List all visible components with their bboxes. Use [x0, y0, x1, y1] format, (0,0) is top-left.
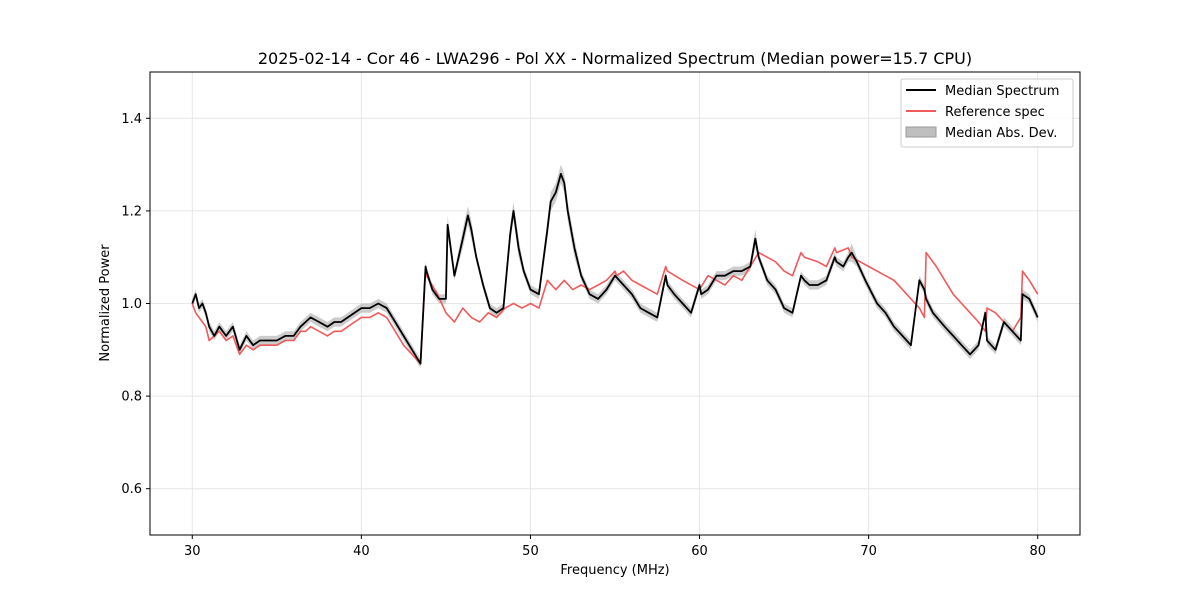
x-tick-label: 30 — [184, 544, 201, 559]
legend-mad-label: Median Abs. Dev. — [945, 126, 1057, 141]
x-axis-label: Frequency (MHz) — [560, 563, 669, 578]
x-axis-ticks: 30 40 50 60 70 80 — [184, 535, 1046, 559]
x-tick-label: 70 — [860, 544, 877, 559]
legend-reference-label: Reference spec — [945, 105, 1045, 120]
chart-title: 2025-02-14 - Cor 46 - LWA296 - Pol XX - … — [258, 49, 972, 68]
legend-median-label: Median Spectrum — [945, 84, 1059, 99]
series-lines — [191, 172, 1039, 365]
x-tick-label: 50 — [522, 544, 539, 559]
x-tick-label: 80 — [1029, 544, 1046, 559]
y-tick-label: 1.0 — [121, 297, 142, 312]
y-axis-ticks: 0.6 0.8 1.0 1.2 1.4 — [121, 112, 150, 497]
y-tick-label: 0.6 — [121, 482, 142, 497]
y-tick-label: 1.2 — [121, 204, 142, 219]
reference-spec-line — [191, 247, 1039, 365]
y-axis-label: Normalized Power — [98, 244, 113, 362]
median-spectrum-line — [191, 172, 1039, 365]
legend: Median Spectrum Reference spec Median Ab… — [900, 78, 1074, 148]
x-tick-label: 40 — [353, 544, 370, 559]
x-tick-label: 60 — [691, 544, 708, 559]
y-tick-label: 1.4 — [121, 112, 142, 127]
y-tick-label: 0.8 — [121, 390, 142, 405]
legend-mad-swatch — [905, 126, 937, 138]
legend-box — [900, 78, 1074, 148]
